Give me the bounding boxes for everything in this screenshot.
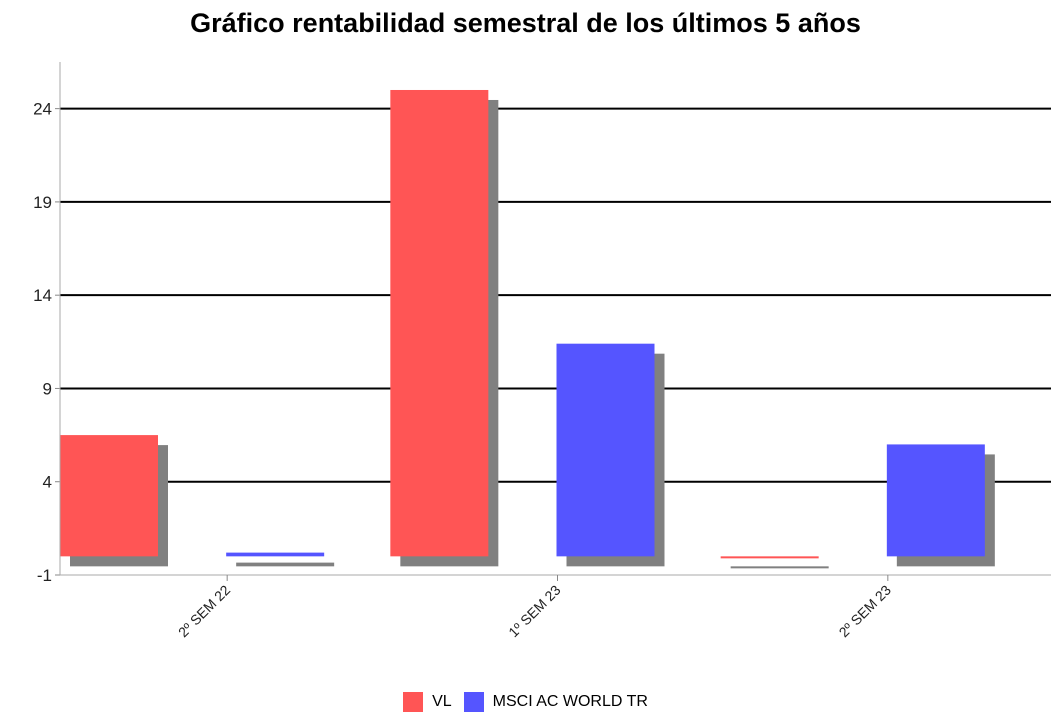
y-tick-label: 19 xyxy=(33,193,52,212)
y-tick-label: -1 xyxy=(37,566,52,585)
y-tick-label: 14 xyxy=(33,286,52,305)
x-tick-label: 2º SEM 23 xyxy=(836,582,895,641)
bar-shadow xyxy=(236,562,335,567)
legend-label-vl: VL xyxy=(432,693,452,710)
bar xyxy=(226,552,325,557)
x-tick-labels: 2º SEM 22 1º SEM 23 2º SEM 23 xyxy=(175,582,894,641)
axes xyxy=(55,62,1051,581)
legend-item-vl: VL xyxy=(403,692,452,712)
bars xyxy=(60,89,985,559)
x-tick-label: 1º SEM 23 xyxy=(505,582,564,641)
bar xyxy=(886,444,985,557)
bar xyxy=(720,556,819,559)
y-tick-label: 9 xyxy=(43,379,52,398)
bar-shadows xyxy=(70,99,995,569)
legend-item-msci: MSCI AC WORLD TR xyxy=(463,692,648,712)
chart-title: Gráfico rentabilidad semestral de los úl… xyxy=(190,8,861,38)
legend-swatch-vl xyxy=(403,692,424,712)
x-tick-label: 2º SEM 22 xyxy=(175,582,234,641)
bar xyxy=(556,343,655,557)
bar xyxy=(60,435,158,557)
bar xyxy=(390,89,489,557)
chart-plot: -1 4 9 14 19 24 2º SEM 22 1º SEM 23 2º SEM 23 xyxy=(33,62,1051,641)
y-tick-label: 24 xyxy=(33,100,52,119)
grid-lines xyxy=(60,107,1051,483)
y-tick-label: 4 xyxy=(43,473,52,492)
legend: VL MSCI AC WORLD TR xyxy=(0,692,1051,712)
legend-swatch-msci xyxy=(463,692,484,712)
legend-label-msci: MSCI AC WORLD TR xyxy=(492,693,648,710)
y-tick-labels: -1 4 9 14 19 24 xyxy=(33,100,52,585)
bar-shadow xyxy=(730,566,829,569)
